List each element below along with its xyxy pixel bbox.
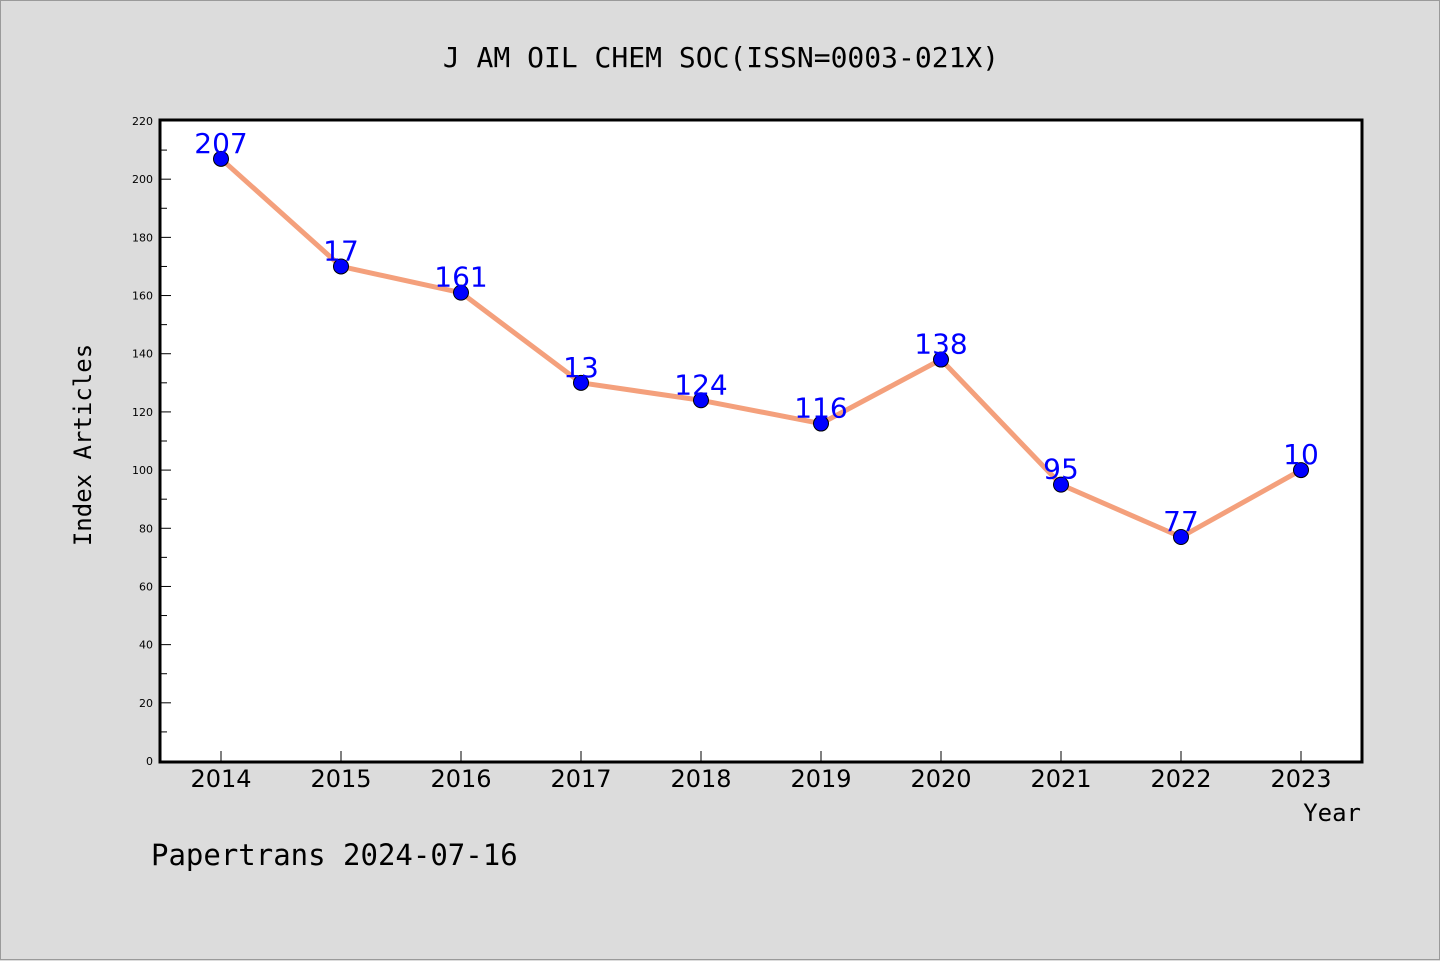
y-tick-label: 180	[132, 231, 153, 244]
x-tick-label: 2014	[190, 765, 251, 793]
data-label: 161	[434, 261, 487, 294]
y-tick-label: 140	[132, 348, 153, 361]
x-tick-label: 2022	[1150, 765, 1211, 793]
y-tick-label: 20	[139, 697, 153, 710]
data-point	[453, 284, 469, 301]
x-tick-label: 2016	[430, 765, 491, 793]
data-label: 13	[563, 351, 599, 384]
data-label: 124	[674, 368, 727, 401]
data-point	[573, 374, 589, 391]
data-point	[1053, 476, 1069, 493]
data-point	[693, 392, 709, 409]
data-label: 10	[1283, 438, 1319, 471]
x-tick-label: 2023	[1270, 765, 1331, 793]
series-layer: 207 17 161 13 124 116 138 95 77 10	[194, 127, 1319, 545]
x-tick-label: 2021	[1030, 765, 1091, 793]
x-tick-label: 2015	[310, 765, 371, 793]
data-point	[213, 150, 229, 167]
y-tick-label: 60	[139, 580, 153, 593]
x-axis: 2014 2015 2016 2017 2018 2019 2020 2021 2022 2023	[190, 751, 1332, 793]
data-point	[1293, 462, 1309, 479]
x-axis-label: Year	[1303, 799, 1361, 827]
x-tick-label: 2019	[790, 765, 851, 793]
data-label: 207	[194, 127, 247, 160]
data-label: 116	[794, 392, 847, 425]
data-label: 17	[323, 234, 359, 267]
y-tick-label: 100	[132, 464, 153, 477]
y-tick-label: 160	[132, 290, 153, 303]
y-tick-label: 220	[132, 115, 153, 128]
x-tick-label: 2017	[550, 765, 611, 793]
x-tick-label: 2020	[910, 765, 971, 793]
y-tick-label: 120	[132, 406, 153, 419]
data-point	[933, 351, 949, 368]
y-tick-label: 0	[146, 755, 153, 768]
y-tick-label: 200	[132, 173, 153, 186]
y-tick-label: 40	[139, 639, 153, 652]
data-label: 95	[1043, 453, 1079, 486]
data-label: 77	[1163, 505, 1199, 538]
y-tick-label: 80	[139, 522, 153, 535]
data-point	[1173, 529, 1189, 545]
plot-area	[158, 118, 1364, 764]
data-point	[333, 258, 349, 275]
data-point	[813, 415, 829, 432]
x-tick-label: 2018	[670, 765, 731, 793]
data-label: 138	[914, 328, 967, 361]
series-line	[219, 156, 1303, 540]
chart-title: J AM OIL CHEM SOC(ISSN=0003-021X)	[443, 41, 999, 74]
y-axis: 0 20 40 60 80 100 120 140 160 180 200 220	[132, 115, 171, 768]
y-axis-label: Index Articles	[69, 344, 97, 546]
footer-stamp: Papertrans 2024-07-16	[151, 838, 518, 872]
